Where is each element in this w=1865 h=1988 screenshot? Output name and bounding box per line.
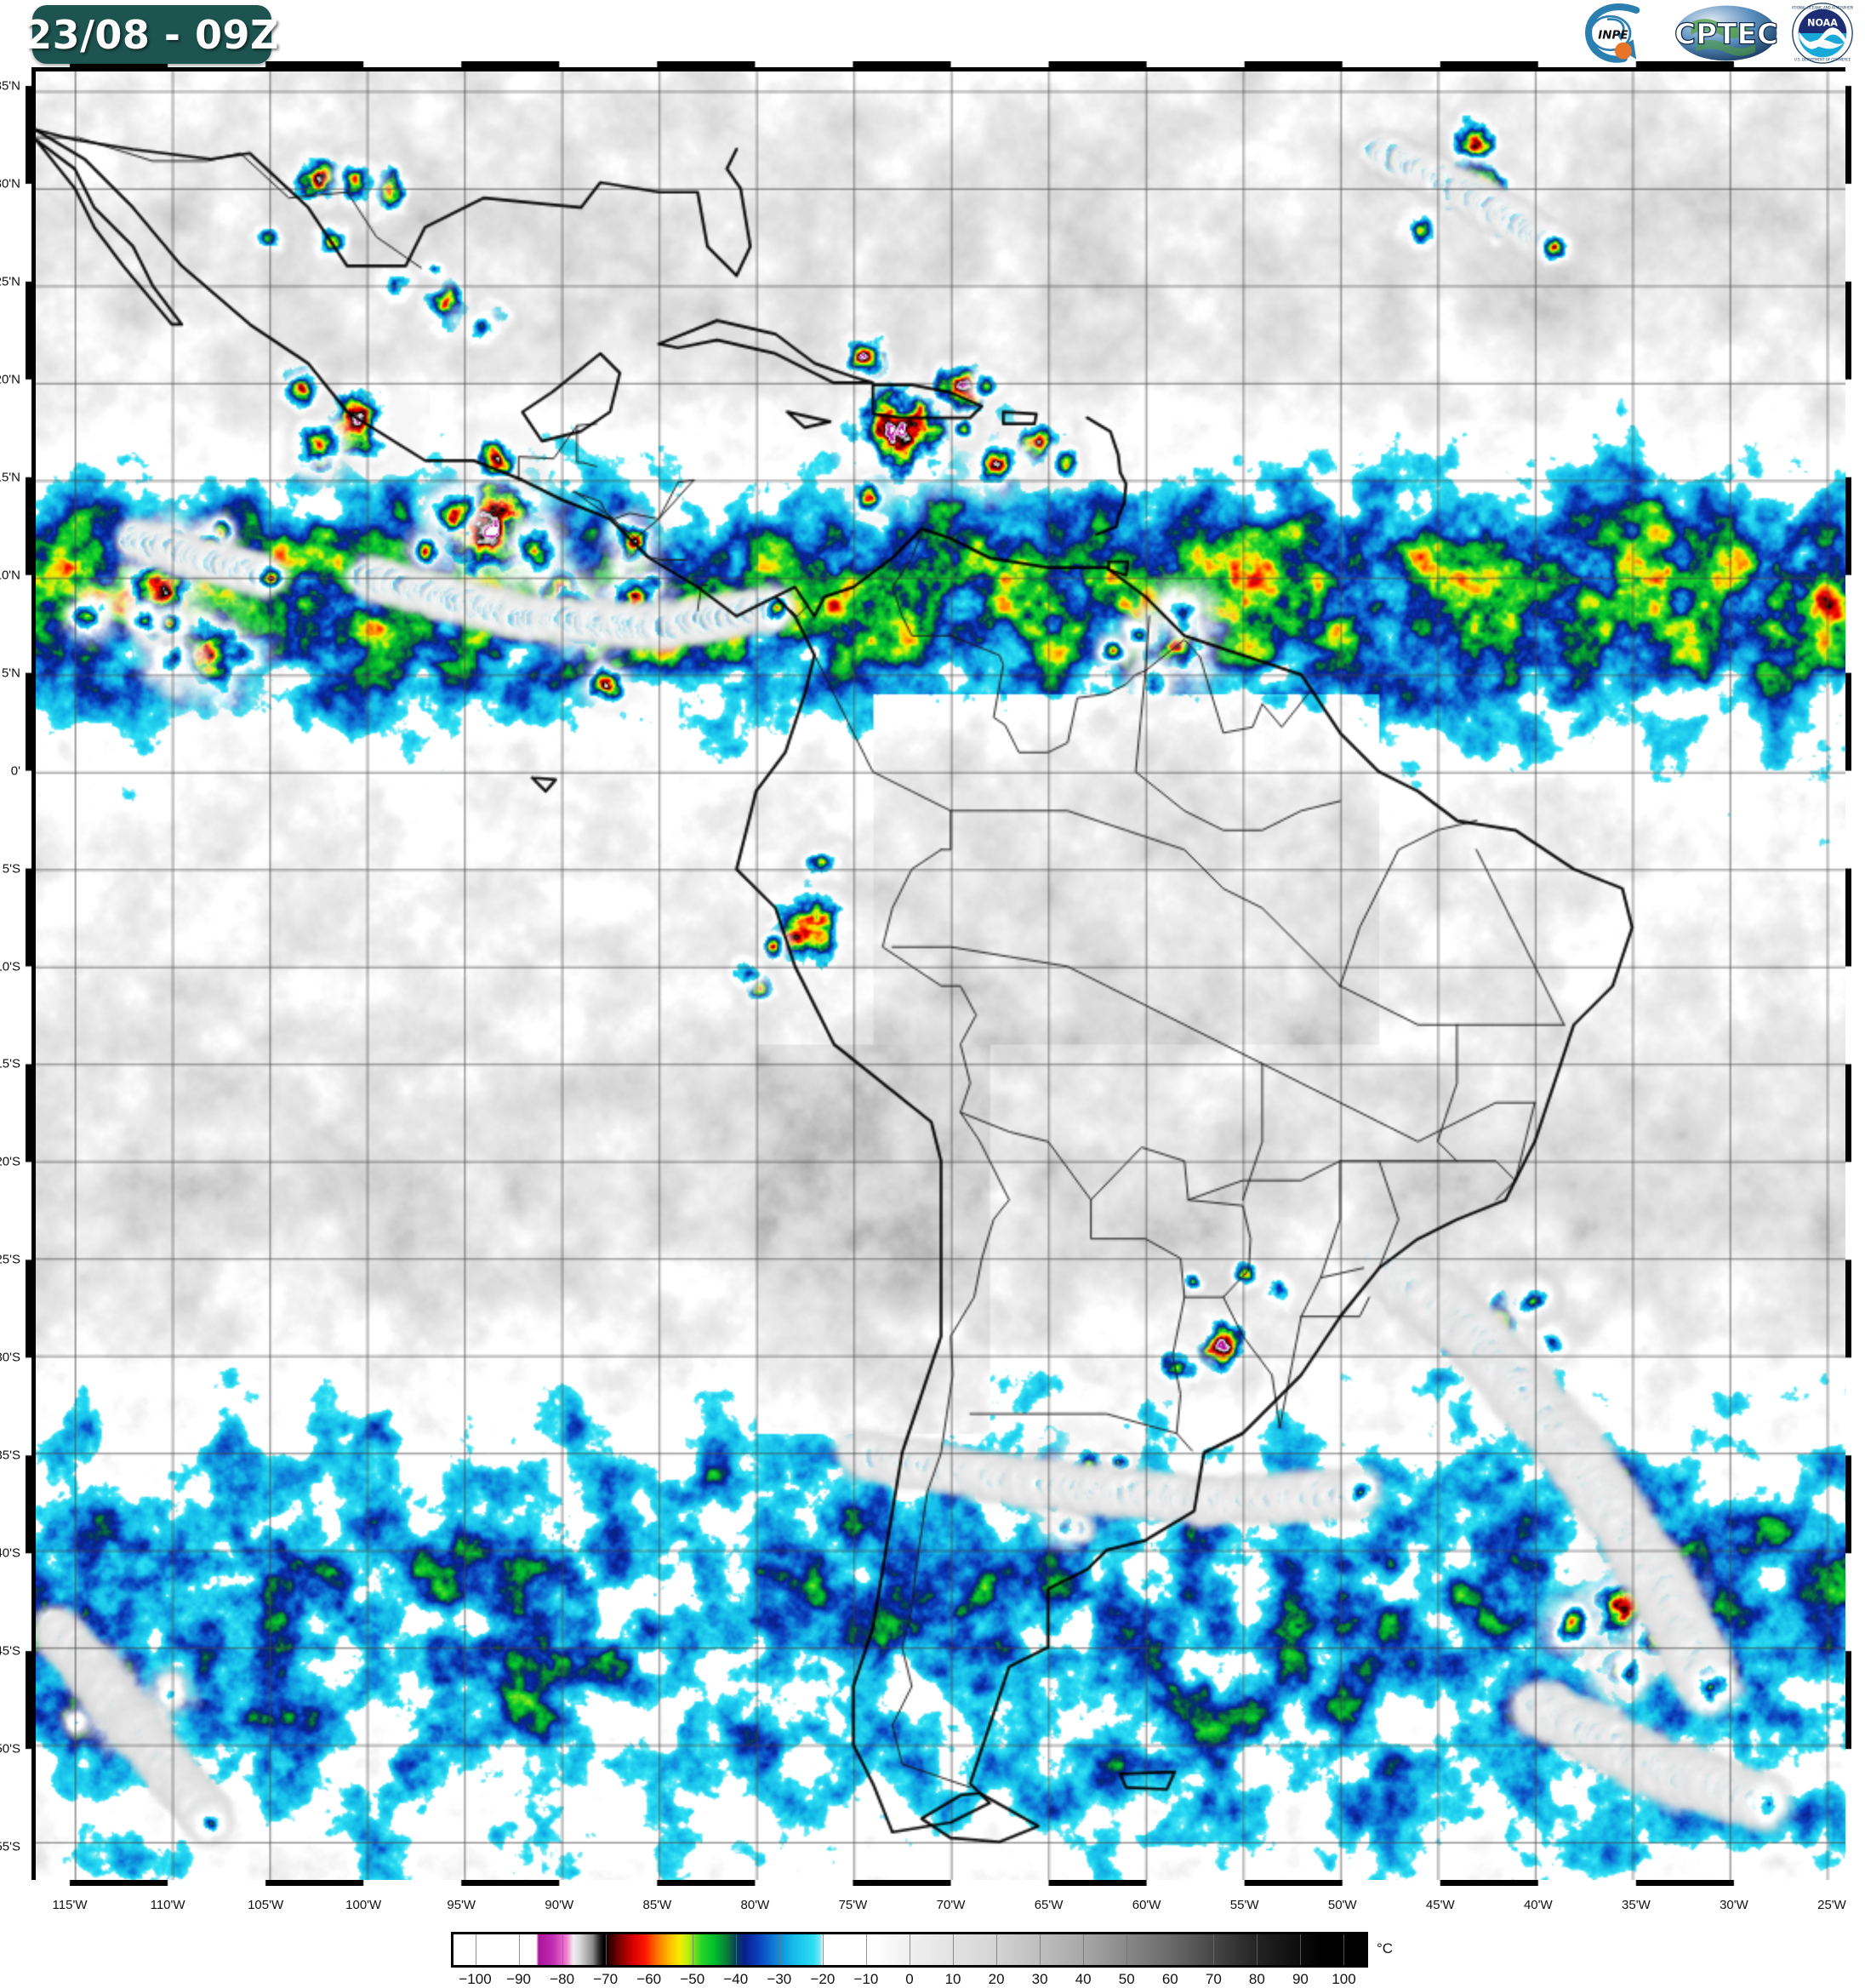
colorbar-tick-label: 20 (988, 1971, 1005, 1987)
lon-tick-label: 85'W (642, 1898, 672, 1912)
colorbar-unit-label: °C (1377, 1940, 1394, 1957)
lon-tick-label: 100'W (345, 1898, 382, 1912)
colorbar-tick-label: 70 (1205, 1971, 1222, 1987)
logo-bar: INPE CPTEC NOAA NATIONAL OCEANIC AND ATM… (1577, 2, 1853, 65)
lon-tick-label: 115'W (52, 1898, 88, 1912)
lat-tick-label: 45'S (0, 1643, 20, 1659)
lon-tick-label: 95'W (447, 1898, 476, 1912)
timestamp-badge: 23/08 - 09Z (25, 5, 278, 64)
colorbar-gradient-box (451, 1932, 1368, 1968)
colorbar-tick-label: 90 (1292, 1971, 1309, 1987)
lon-tick-label: 70'W (936, 1898, 966, 1912)
colorbar-tick-label: −20 (810, 1971, 836, 1987)
lon-tick-label: 45'W (1425, 1898, 1455, 1912)
colorbar-tick-label: 40 (1075, 1971, 1092, 1987)
timestamp-label: 23/08 - 09Z (25, 11, 279, 58)
lon-tick-label: 55'W (1229, 1898, 1259, 1912)
lon-tick-label: 60'W (1132, 1898, 1161, 1912)
colorbar-tick-label: −80 (550, 1971, 575, 1987)
colorbar-tick-label: −10 (853, 1971, 879, 1987)
lon-tick-label: 75'W (838, 1898, 868, 1912)
lat-tick-label: 35'S (0, 1448, 20, 1463)
colorbar-tick-label: 0 (905, 1971, 914, 1987)
lat-tick-label: 10'S (0, 959, 20, 974)
lat-tick-label: 35'N (0, 78, 20, 94)
colorbar-tick-label: −40 (723, 1971, 749, 1987)
satellite-map[interactable] (31, 66, 1851, 1886)
colorbar-tick (518, 1934, 520, 1965)
colorbar-tick (1126, 1934, 1128, 1965)
colorbar-tick-label: −70 (593, 1971, 619, 1987)
colorbar-tick-label: 80 (1248, 1971, 1265, 1987)
colorbar-tick (1170, 1934, 1172, 1965)
lat-tick-label: 40'S (0, 1545, 20, 1561)
svg-text:CPTEC: CPTEC (1674, 18, 1778, 52)
colorbar-tick (648, 1934, 650, 1965)
noaa-logo: NOAA NATIONAL OCEANIC AND ATMOSPHERIC U.… (1792, 3, 1853, 64)
lon-tick-label: 35'W (1622, 1898, 1651, 1912)
colorbar-tick-label: 10 (944, 1971, 961, 1987)
svg-text:INPE: INPE (1598, 28, 1628, 42)
colorbar-tick-label: −60 (636, 1971, 662, 1987)
lat-tick-label: 55'S (0, 1839, 20, 1854)
svg-text:U.S. DEPARTMENT OF COMMERCE: U.S. DEPARTMENT OF COMMERCE (1794, 58, 1851, 62)
svg-text:NOAA: NOAA (1807, 17, 1838, 28)
lat-tick-label: 20'S (0, 1154, 20, 1169)
colorbar-tick (779, 1934, 780, 1965)
colorbar-tick (1257, 1934, 1258, 1965)
colorbar-tick (996, 1934, 998, 1965)
colorbar-tick (562, 1934, 563, 1965)
colorbar-tick-label: −90 (506, 1971, 531, 1987)
satellite-imagery-canvas[interactable] (36, 71, 1846, 1881)
lat-tick-label: 25'S (0, 1252, 20, 1267)
lat-tick-label: 10'N (0, 568, 20, 583)
colorbar-tick (1213, 1934, 1215, 1965)
lat-tick-label: 50'S (0, 1741, 20, 1757)
lon-tick-label: 25'W (1817, 1898, 1846, 1912)
lat-tick-label: 5'S (2, 861, 20, 877)
colorbar-tick (822, 1934, 824, 1965)
lat-tick-label: 20'N (0, 372, 20, 387)
colorbar-tick (1040, 1934, 1041, 1965)
lat-tick-label: 30'S (0, 1350, 20, 1365)
colorbar-tick-label: −30 (767, 1971, 792, 1987)
svg-text:NATIONAL OCEANIC AND ATMOSPHER: NATIONAL OCEANIC AND ATMOSPHERIC (1792, 6, 1853, 10)
colorbar-tick-label: 50 (1118, 1971, 1135, 1987)
lon-tick-label: 30'W (1720, 1898, 1748, 1912)
lon-tick-label: 105'W (248, 1898, 284, 1912)
lon-tick-label: 50'W (1327, 1898, 1357, 1912)
colorbar-tick (865, 1934, 867, 1965)
lon-tick-label: 80'W (740, 1898, 770, 1912)
cptec-logo: CPTEC (1674, 5, 1779, 61)
temperature-colorbar: °C −100 −90 −80 −70 −60 −50 −40 −30 −20 −10 0 10 20 3… (0, 1925, 1865, 1987)
colorbar-tick-label: 100 (1332, 1971, 1356, 1987)
lon-tick-label: 110'W (150, 1898, 185, 1912)
lat-tick-label: 15'N (0, 470, 20, 485)
lat-tick-label: 15'S (0, 1056, 20, 1071)
colorbar-tick (953, 1934, 955, 1965)
colorbar-tick-label: −100 (459, 1971, 492, 1987)
lat-tick-label: 25'N (0, 274, 20, 289)
colorbar-tick-label: −50 (680, 1971, 705, 1987)
colorbar-tick-label: 30 (1031, 1971, 1048, 1987)
colorbar-tick (1083, 1934, 1085, 1965)
lat-tick-label: 5'N (1, 666, 20, 681)
lon-tick-label: 65'W (1034, 1898, 1064, 1912)
lon-tick-label: 90'W (545, 1898, 574, 1912)
colorbar-tick (1300, 1934, 1302, 1965)
lat-tick-label: 0' (10, 763, 20, 779)
lat-tick-label: 30'N (0, 176, 20, 191)
lon-tick-label: 40'W (1523, 1898, 1553, 1912)
colorbar-tick (735, 1934, 737, 1965)
colorbar-tick (605, 1934, 607, 1965)
colorbar-tick-label: 60 (1161, 1971, 1178, 1987)
inpe-logo: INPE (1585, 3, 1640, 63)
colorbar-tick (1343, 1934, 1345, 1965)
